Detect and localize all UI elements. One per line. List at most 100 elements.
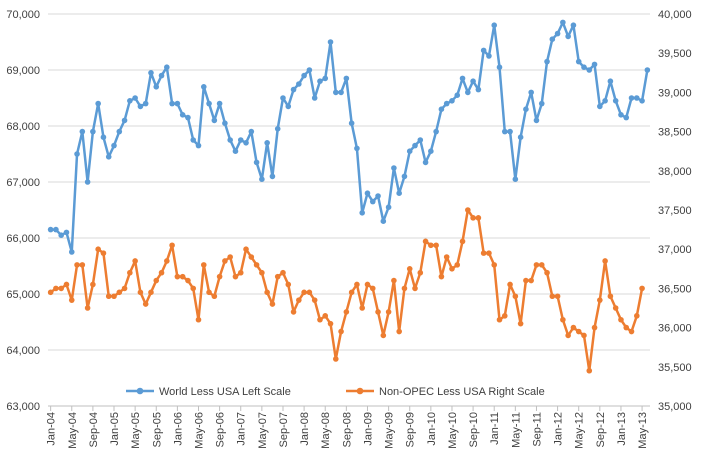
x-tick-label: May-06 [194, 412, 206, 449]
x-tick-label: May-04 [67, 412, 79, 449]
data-point [68, 297, 75, 303]
x-tick-label: Sep-10 [468, 412, 480, 447]
data-point [253, 159, 260, 166]
legend-item-non-opec-less-usa: Non-OPEC Less USA Right Scale [346, 386, 545, 398]
data-point [454, 262, 461, 268]
data-point [222, 258, 228, 264]
data-point [607, 78, 614, 84]
data-point [597, 297, 603, 303]
data-point [517, 320, 524, 327]
data-point [169, 242, 175, 249]
data-point [296, 81, 302, 87]
data-point [486, 250, 492, 256]
x-tick-label: Jan-07 [236, 412, 248, 446]
data-point [232, 273, 239, 280]
data-point [491, 262, 498, 268]
data-point [459, 75, 466, 82]
data-point [190, 137, 197, 143]
data-point [169, 100, 175, 107]
data-point [259, 269, 265, 276]
data-point [285, 103, 292, 110]
data-point [570, 22, 577, 29]
x-tick-label: Sep-09 [405, 412, 417, 447]
data-point [274, 126, 281, 132]
right-axis-ticks: 35,000 35,500 36,000 36,500 37,000 37,500 38,0… [658, 9, 692, 413]
data-point [95, 100, 101, 107]
data-point [538, 100, 545, 107]
data-point [47, 289, 54, 296]
x-tick-label: May-13 [637, 412, 649, 449]
left-tick-label: 70,000 [6, 9, 40, 21]
data-point [68, 249, 75, 255]
data-point [296, 297, 302, 303]
data-point [406, 148, 413, 154]
data-point [105, 154, 112, 160]
data-point [364, 281, 371, 288]
data-point [486, 53, 492, 59]
data-point [612, 305, 619, 311]
data-point [137, 103, 144, 110]
data-point [533, 117, 540, 124]
data-point [512, 293, 519, 300]
data-point [248, 128, 255, 135]
data-point [570, 324, 577, 331]
data-point [396, 190, 402, 196]
data-point [185, 114, 191, 121]
data-point [322, 75, 329, 82]
data-point [354, 281, 360, 288]
data-point [401, 285, 408, 292]
data-point [248, 254, 255, 260]
data-point [164, 258, 170, 264]
data-point [538, 262, 545, 268]
data-point [544, 269, 550, 276]
data-point [528, 89, 534, 96]
data-point [158, 269, 165, 276]
data-point [380, 218, 387, 224]
data-point [428, 242, 434, 249]
data-point [581, 332, 587, 339]
data-point [185, 277, 191, 284]
data-point [560, 316, 566, 323]
data-point [311, 95, 318, 101]
data-point [549, 293, 556, 300]
x-tick-label: May-10 [447, 412, 459, 449]
x-tick-label: Sep-06 [215, 412, 227, 447]
data-point [190, 285, 197, 292]
x-tick-label: Jan-08 [299, 412, 311, 446]
data-point [280, 95, 286, 101]
data-point [354, 145, 360, 152]
x-tick-label: May-05 [130, 412, 142, 449]
data-point [549, 36, 556, 42]
data-point [63, 229, 70, 236]
right-tick-label: 40,000 [658, 9, 692, 21]
data-point [111, 142, 117, 149]
data-point [385, 204, 392, 210]
data-point [290, 86, 297, 93]
data-point [412, 285, 418, 292]
data-point [264, 140, 270, 146]
data-point [116, 128, 123, 135]
x-tick-label: May-07 [257, 412, 269, 449]
data-point [280, 269, 286, 276]
x-tick-label: Sep-11 [531, 412, 543, 447]
data-point [317, 78, 323, 84]
data-point [623, 114, 630, 121]
data-point [375, 309, 381, 315]
data-point [127, 269, 133, 276]
data-point [533, 262, 540, 268]
x-tick-label: Jan-10 [426, 412, 438, 446]
data-point [127, 98, 133, 104]
legend-label-world-less-usa: World Less USA Left Scale [159, 386, 291, 398]
data-point [480, 250, 487, 256]
data-point [417, 269, 424, 276]
data-point [195, 142, 202, 149]
data-point [327, 320, 334, 327]
data-point [90, 128, 96, 135]
data-point [501, 313, 508, 319]
data-point [216, 273, 223, 280]
data-point [216, 100, 223, 107]
data-point [200, 262, 207, 268]
data-point [148, 289, 154, 296]
right-tick-label: 35,500 [658, 362, 692, 374]
data-point [396, 328, 402, 335]
